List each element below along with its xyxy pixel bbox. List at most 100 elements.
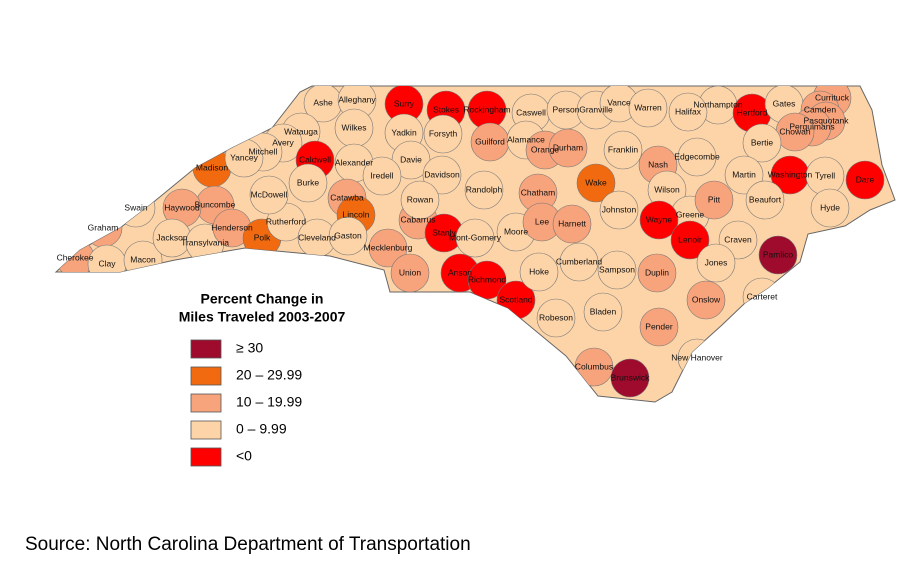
county-label: Camden: [804, 104, 836, 114]
county-label: Granville: [579, 104, 613, 114]
county-label: Buncombe: [195, 199, 236, 209]
county-label: Scotland: [499, 294, 532, 304]
county: [422, 155, 462, 195]
county-label: Swain: [124, 202, 147, 212]
county-label: Mont-Gomery: [449, 232, 502, 242]
county-label: Avery: [272, 137, 294, 147]
county-label: Pasquotank: [804, 115, 850, 125]
county-label: Chatham: [521, 187, 556, 197]
county-label: Carteret: [747, 291, 778, 301]
county: [328, 216, 368, 256]
county: [362, 156, 402, 196]
county-label: Guilford: [475, 136, 505, 146]
county-label: Craven: [724, 234, 752, 244]
county-label: Pamlico: [763, 249, 794, 259]
legend-swatch: [190, 393, 222, 413]
county-label: Chowan: [779, 126, 810, 136]
county-label: Nash: [648, 159, 668, 169]
county-label: Hertford: [737, 107, 768, 117]
county: [639, 307, 679, 347]
county-label: Beaufort: [749, 194, 782, 204]
county-label: Northampton: [693, 99, 742, 109]
county: [455, 218, 495, 258]
county-label: Cleveland: [298, 232, 336, 242]
source: Source: North Carolina Department of Tra…: [25, 534, 471, 555]
county: [464, 170, 504, 210]
county-label: Catawba: [330, 192, 364, 202]
county-label: Caldwell: [299, 154, 331, 164]
county-label: Cabarrus: [401, 214, 436, 224]
county: [548, 128, 588, 168]
county: [559, 242, 599, 282]
county: [467, 260, 507, 300]
county-label: Warren: [634, 102, 662, 112]
county-label: Iredell: [370, 170, 393, 180]
county-label: Duplin: [645, 267, 669, 277]
county: [610, 358, 650, 398]
county-label: Dare: [856, 174, 875, 184]
county-label: Hyde: [820, 202, 840, 212]
county-label: Martin: [732, 169, 756, 179]
legend-label: 0 – 9.99: [236, 421, 287, 437]
county-label: Wake: [585, 177, 607, 187]
county-label: Pitt: [708, 194, 721, 204]
county-label: Wayne: [646, 214, 672, 224]
county-label: Burke: [297, 177, 319, 187]
legend-label: ≥ 30: [236, 340, 263, 356]
county-label: Onslow: [692, 294, 721, 304]
county: [639, 200, 679, 240]
county-label: Person: [553, 104, 580, 114]
county-label: Brunswick: [611, 372, 650, 382]
county-label: Wilson: [654, 184, 680, 194]
county: [810, 188, 850, 228]
county-label: Washington: [768, 169, 813, 179]
county-labels: Ashe Alleghany Surry Stokes Rockingham Caswel…: [57, 92, 875, 382]
county: [536, 298, 576, 338]
legend-swatch: [190, 339, 222, 359]
county-label: Lincoln: [343, 209, 370, 219]
county: [758, 235, 798, 275]
county-label: New Hanover: [671, 352, 723, 362]
county-label: Gates: [773, 98, 796, 108]
county-label: Bladen: [590, 306, 617, 316]
county: [574, 347, 614, 387]
county-label: Surry: [394, 98, 415, 108]
county-label: Cherokee: [57, 252, 94, 262]
county-label: Union: [399, 267, 421, 277]
county: [745, 180, 785, 220]
county-label: Davidson: [424, 169, 460, 179]
county: [845, 160, 885, 200]
county-label: Edgecombe: [674, 151, 720, 161]
county: [742, 123, 782, 163]
county-label: Graham: [88, 222, 119, 232]
county-label: Ashe: [313, 97, 333, 107]
legend: Percent Change in Miles Traveled 2003-20…: [179, 291, 346, 467]
county-label: Greene: [676, 209, 705, 219]
county-label: Cumberland: [556, 256, 603, 266]
county-label: Stokes: [433, 104, 459, 114]
legend-title: Miles Traveled 2003-2007: [179, 309, 346, 325]
county-label: Harnett: [558, 218, 587, 228]
county: [576, 163, 616, 203]
county-label: Forsyth: [429, 128, 458, 138]
county-label: Tyrell: [815, 170, 835, 180]
county-label: Transylvania: [181, 237, 229, 247]
county-label: Vance: [607, 97, 631, 107]
county-label: Moore: [504, 226, 528, 236]
county-label: Richmond: [468, 274, 507, 284]
county-label: Bertie: [751, 137, 773, 147]
county-label: Macon: [130, 254, 156, 264]
county: [249, 175, 289, 215]
county-label: Watauga: [284, 126, 318, 136]
county-label: Haywood: [164, 202, 200, 212]
county: [603, 130, 643, 170]
county: [670, 220, 710, 260]
county-label: Rowan: [407, 194, 434, 204]
county-label: Stanly: [432, 227, 456, 237]
county-label: McDowell: [251, 189, 288, 199]
county-label: Polk: [254, 232, 271, 242]
county: [696, 243, 736, 283]
county-label: Alamance: [507, 134, 545, 144]
county-label: Orange: [531, 144, 560, 154]
